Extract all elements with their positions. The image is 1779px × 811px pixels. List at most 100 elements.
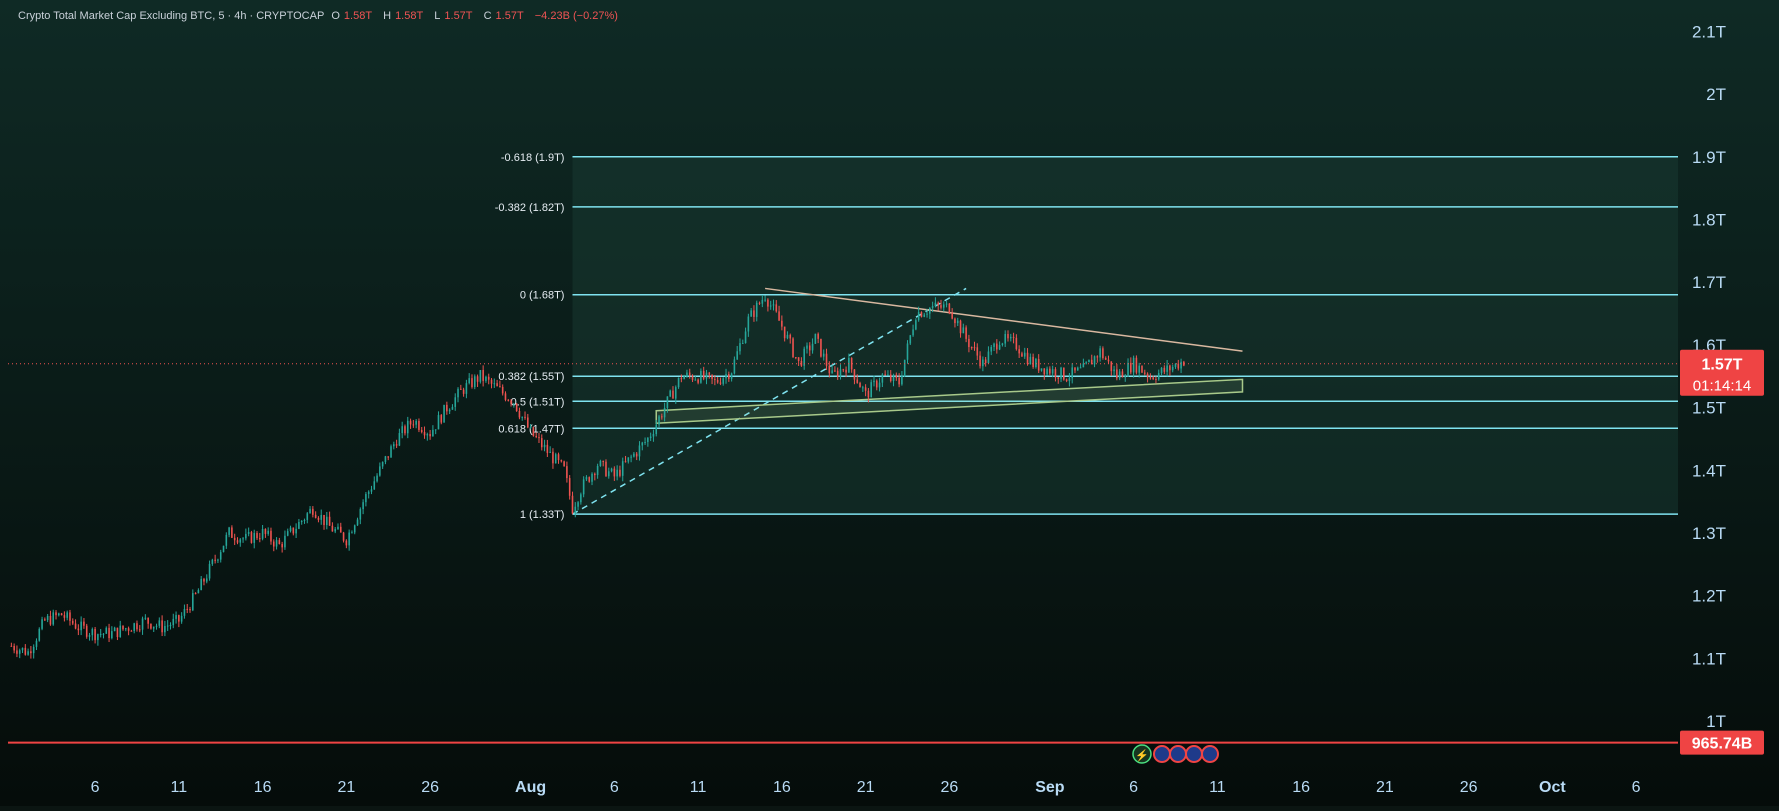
candle-body — [540, 438, 543, 448]
economic-event-flag-icon[interactable] — [1152, 745, 1171, 763]
candle-body — [931, 306, 934, 309]
candle-body — [535, 436, 537, 438]
candle-body — [314, 514, 317, 518]
candle-body — [1054, 369, 1057, 378]
economic-event-flag-icon[interactable] — [1200, 745, 1219, 763]
candle-body — [538, 437, 540, 439]
candle-body — [239, 539, 242, 543]
candle-body — [58, 613, 60, 616]
ohlc-high: H 1.58T — [383, 10, 427, 22]
candle-body — [795, 357, 797, 359]
candle-body — [808, 345, 811, 351]
candle-body — [284, 535, 286, 548]
candle-body — [1085, 362, 1087, 364]
candle-body — [674, 387, 677, 399]
candle-body — [205, 578, 208, 582]
candle-body — [1057, 377, 1060, 379]
candle-body — [16, 650, 18, 654]
candle-body — [1009, 336, 1012, 339]
fib-level-label: 0.5 (1.51T) — [511, 396, 565, 408]
candle-body — [328, 516, 331, 526]
candle-body — [619, 469, 621, 476]
time-tick-label: 11 — [1209, 779, 1226, 796]
candle-body — [594, 473, 596, 476]
candle-body — [334, 529, 336, 532]
candle-body — [496, 383, 498, 387]
candle-body — [1037, 358, 1040, 371]
price-tick-label: 1.1T — [1692, 649, 1726, 668]
candle-body — [842, 369, 845, 371]
candle-body — [591, 473, 593, 482]
candle-body — [898, 377, 900, 385]
candle-body — [797, 357, 800, 361]
candle-body — [716, 380, 719, 383]
economic-event-flag-icon[interactable] — [1184, 745, 1203, 763]
candle-body — [465, 383, 468, 394]
candle-body — [116, 627, 119, 637]
candle-body — [88, 635, 91, 637]
candle-body — [71, 620, 74, 624]
candle-body — [1040, 368, 1043, 371]
candle-body — [1049, 368, 1051, 374]
candle-body — [532, 427, 535, 437]
economic-event-flag-icon[interactable] — [1168, 745, 1187, 763]
candle-body — [666, 396, 669, 408]
candle-body — [1143, 372, 1146, 374]
candle-body — [998, 345, 1001, 350]
close-label: C — [483, 10, 492, 22]
candle-body — [367, 491, 370, 495]
candle-body — [543, 444, 546, 448]
price-tick-label: 1.8T — [1692, 210, 1726, 229]
time-tick-label: 11 — [171, 779, 188, 796]
candle-body — [130, 630, 133, 632]
candle-body — [702, 370, 705, 379]
candle-body — [940, 305, 942, 308]
candle-body — [387, 456, 390, 458]
candle-body — [331, 525, 334, 532]
candle-body — [521, 416, 524, 418]
candle-body — [1146, 373, 1149, 378]
candle-body — [929, 308, 931, 314]
candle-body — [1060, 367, 1062, 379]
candle-body — [30, 651, 32, 654]
candle-body — [549, 451, 551, 453]
time-tick-label: 26 — [1460, 779, 1478, 796]
candle-body — [1104, 357, 1107, 360]
candle-body — [225, 534, 228, 546]
candle-body — [616, 469, 618, 477]
candle-body — [147, 617, 149, 624]
candle-body — [585, 477, 588, 480]
candle-body — [970, 347, 973, 349]
candle-body — [373, 481, 376, 490]
candle-body — [750, 310, 752, 317]
candle-body — [722, 378, 725, 384]
candle-body — [839, 369, 842, 377]
time-tick-label: 26 — [421, 779, 439, 796]
candle-body — [13, 645, 15, 651]
symbol-title[interactable]: Crypto Total Market Cap Excluding BTC, 5… — [18, 10, 325, 22]
candle-body — [362, 502, 364, 510]
candle-body — [965, 327, 967, 339]
candle-body — [945, 303, 948, 305]
ohlc-close: C 1.57T — [484, 10, 528, 22]
candle-body — [74, 623, 77, 629]
candle-body — [194, 593, 197, 595]
candle-body — [834, 370, 836, 372]
candle-body — [133, 623, 135, 632]
candle-body — [97, 634, 99, 641]
candle-body — [680, 377, 683, 380]
candle-body — [122, 625, 124, 630]
candle-body — [582, 479, 585, 495]
candle-body — [91, 629, 94, 636]
time-tick-label: 16 — [254, 779, 272, 796]
candle-body — [351, 532, 353, 534]
candle-body — [479, 370, 482, 382]
candle-body — [164, 626, 166, 633]
candle-body — [976, 347, 979, 356]
candle-body — [1171, 366, 1174, 371]
candle-body — [395, 444, 398, 446]
candle-body — [741, 343, 744, 345]
events-lightning-icon[interactable] — [1132, 744, 1152, 764]
